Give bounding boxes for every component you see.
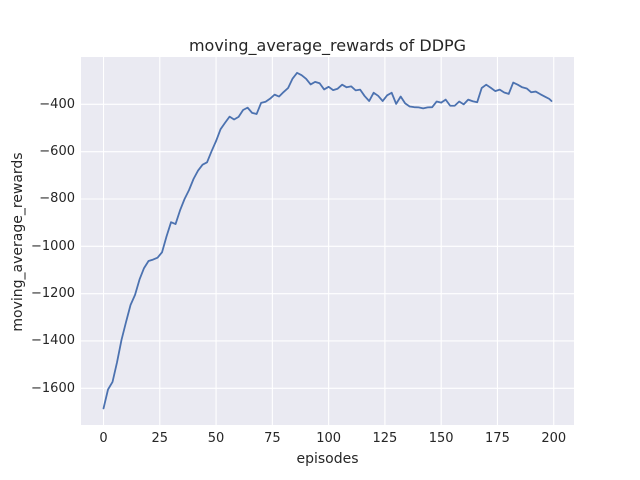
y-tick-label: −1000 [31,238,75,254]
y-tick-label: −400 [39,96,75,112]
x-tick-label: 150 [428,431,454,446]
y-tick-label: −1600 [31,380,75,396]
x-axis-label: episodes [296,451,359,467]
y-tick-label: −800 [39,191,75,207]
x-tick-label: 50 [207,431,225,446]
x-tick-label: 200 [541,431,567,446]
series-line [102,71,553,410]
x-tick-label: 25 [151,431,169,446]
x-tick-label: 75 [264,431,281,446]
y-tick-label: −1200 [31,286,75,302]
chart-title: moving_average_rewards of DDPG [188,36,467,55]
x-tick-label: 125 [372,431,398,446]
y-tick-label: −600 [39,144,75,160]
y-tick-label: −1400 [31,333,75,349]
x-tick-label: 175 [485,431,510,446]
x-tick-label: 0 [99,431,108,446]
x-tick-label: 100 [316,431,342,446]
axes-background [81,57,574,425]
